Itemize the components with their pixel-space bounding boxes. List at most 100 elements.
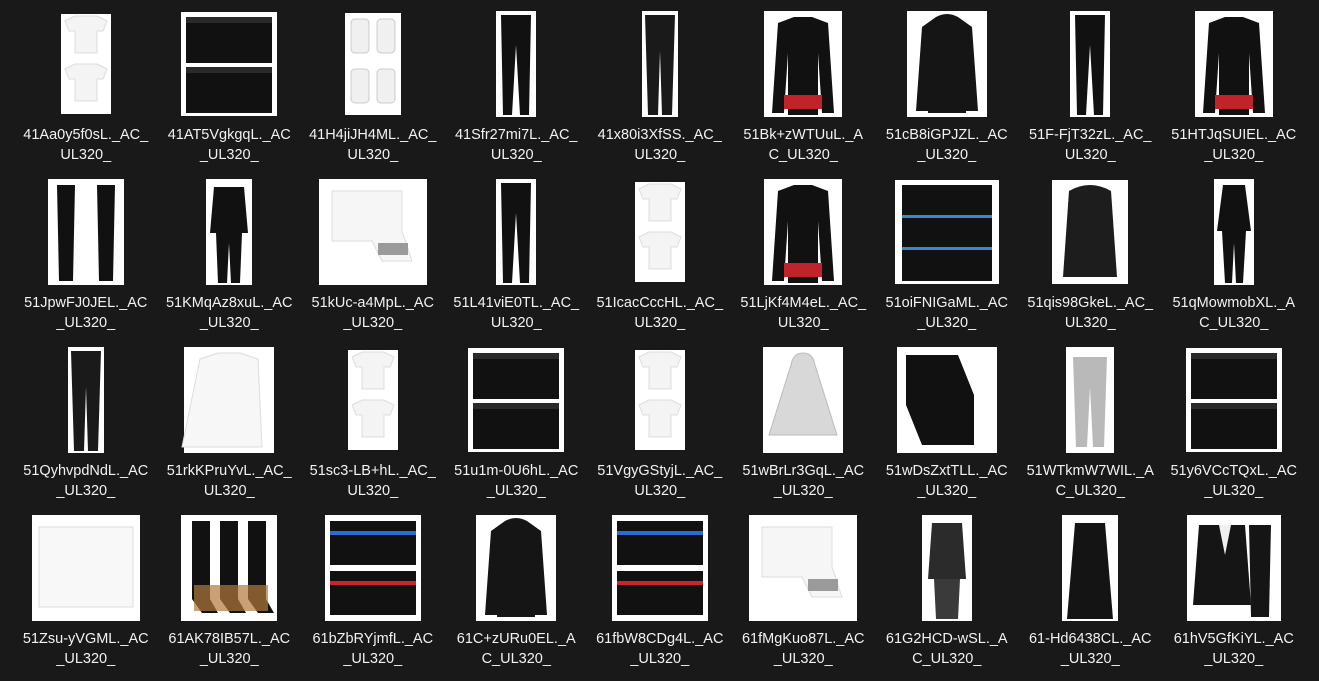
file-item[interactable]: 61G2HCD-wSL._AC_UL320_ [875,510,1019,678]
file-item[interactable]: 61fMgKuo87L._AC_UL320_ [732,510,876,678]
file-name: 51rkKPruYvL._AC_UL320_ [166,463,292,499]
file-item[interactable]: 51LjKf4M4eL._AC_UL320_ [732,174,876,342]
file-item[interactable]: 51qis98GkeL._AC_UL320_ [1019,174,1163,342]
file-thumbnail [318,345,428,455]
file-item[interactable]: 61hV5GfKiYL._AC_UL320_ [1162,510,1306,678]
file-name: 61-Hd6438CL._AC_UL320_ [1028,631,1152,667]
file-item[interactable]: 61C+zURu0EL._AC_UL320_ [445,510,589,678]
file-name: 41Aa0y5f0sL._AC_UL320_ [23,127,149,163]
file-item[interactable]: 51KMqAz8xuL._AC_UL320_ [158,174,302,342]
file-item[interactable]: 51kUc-a4MpL._AC_UL320_ [301,174,445,342]
file-item[interactable]: 41AT5VgkgqL._AC_UL320_ [158,6,302,174]
file-item[interactable]: 51L41viE0TL._AC_UL320_ [445,174,589,342]
file-name: 41H4jiJH4ML._AC_UL320_ [309,127,437,163]
file-thumbnail [1179,177,1289,287]
file-thumbnail [1179,513,1289,623]
file-item[interactable]: 51y6VCcTQxL._AC_UL320_ [1162,342,1306,510]
file-thumbnail [1035,9,1145,119]
file-item[interactable]: 51wDsZxtTLL._AC_UL320_ [875,342,1019,510]
file-name: 51wDsZxtTLL._AC_UL320_ [885,463,1008,499]
file-thumbnail [748,177,858,287]
file-thumbnail [748,345,858,455]
file-item[interactable]: 51QyhvpdNdL._AC_UL320_ [14,342,158,510]
file-name: 61fMgKuo87L._AC_UL320_ [741,631,865,667]
file-name: 41AT5VgkgqL._AC_UL320_ [167,127,291,163]
file-item[interactable]: 51rkKPruYvL._AC_UL320_ [158,342,302,510]
file-item[interactable]: 41H4jiJH4ML._AC_UL320_ [301,6,445,174]
file-thumbnail [605,177,715,287]
file-thumbnail [892,9,1002,119]
file-thumbnail [318,177,428,287]
file-item[interactable]: 51oiFNIGaML._AC_UL320_ [875,174,1019,342]
file-thumbnail [892,345,1002,455]
file-item[interactable]: 51WTkmW7WIL._AC_UL320_ [1019,342,1163,510]
file-name: 51KMqAz8xuL._AC_UL320_ [165,295,293,331]
file-name: 51JpwFJ0JEL._AC_UL320_ [24,295,148,331]
file-thumbnail [461,513,571,623]
file-thumbnail [174,345,284,455]
file-name: 61fbW8CDg4L._AC_UL320_ [596,631,724,667]
file-name: 51wBrLr3GqL._AC_UL320_ [742,463,865,499]
file-thumbnail [174,9,284,119]
file-item[interactable]: 51HTJqSUIEL._AC_UL320_ [1162,6,1306,174]
file-thumbnail [318,513,428,623]
file-item[interactable]: 41x80i3XfSS._AC_UL320_ [588,6,732,174]
file-item[interactable]: 61fbW8CDg4L._AC_UL320_ [588,510,732,678]
file-thumbnail [174,177,284,287]
file-name: 51kUc-a4MpL._AC_UL320_ [311,295,435,331]
file-item[interactable]: 51Zsu-yVGML._AC_UL320_ [14,510,158,678]
file-thumbnail [605,513,715,623]
file-item[interactable]: 51qMowmobXL._AC_UL320_ [1162,174,1306,342]
file-thumbnail [1035,345,1145,455]
file-thumbnail [1035,513,1145,623]
file-thumbnail [892,513,1002,623]
file-item[interactable]: 51wBrLr3GqL._AC_UL320_ [732,342,876,510]
file-name: 51HTJqSUIEL._AC_UL320_ [1171,127,1297,163]
file-thumbnail [31,177,141,287]
file-item[interactable]: 51sc3-LB+hL._AC_UL320_ [301,342,445,510]
file-item[interactable]: 51cB8iGPJZL._AC_UL320_ [875,6,1019,174]
file-item[interactable]: 51Bk+zWTUuL._AC_UL320_ [732,6,876,174]
file-item[interactable]: 61bZbRYjmfL._AC_UL320_ [301,510,445,678]
file-name: 51L41viE0TL._AC_UL320_ [453,295,580,331]
file-thumbnail [892,177,1002,287]
file-name: 61G2HCD-wSL._AC_UL320_ [885,631,1008,667]
file-thumbnail [318,9,428,119]
file-name: 51y6VCcTQxL._AC_UL320_ [1170,463,1298,499]
file-name: 51u1m-0U6hL._AC_UL320_ [454,463,579,499]
file-item[interactable]: 61AK78IB57L._AC_UL320_ [158,510,302,678]
file-name: 41Sfr27mi7L._AC_UL320_ [454,127,578,163]
file-item[interactable]: 51u1m-0U6hL._AC_UL320_ [445,342,589,510]
file-name: 51QyhvpdNdL._AC_UL320_ [23,463,149,499]
file-item[interactable]: 41Aa0y5f0sL._AC_UL320_ [14,6,158,174]
file-name: 61hV5GfKiYL._AC_UL320_ [1173,631,1294,667]
file-thumbnail [31,513,141,623]
file-thumbnail [1179,9,1289,119]
file-thumbnail [461,345,571,455]
file-thumbnail [461,177,571,287]
file-name: 51qMowmobXL._AC_UL320_ [1172,295,1295,331]
file-item[interactable]: 51VgyGStyjL._AC_UL320_ [588,342,732,510]
file-thumbnail [748,9,858,119]
file-thumbnail [748,513,858,623]
file-item[interactable]: 51JpwFJ0JEL._AC_UL320_ [14,174,158,342]
file-thumbnail [31,345,141,455]
file-name: 51IcacCccHL._AC_UL320_ [596,295,724,331]
file-item[interactable]: 41Sfr27mi7L._AC_UL320_ [445,6,589,174]
file-item[interactable]: 51F-FjT32zL._AC_UL320_ [1019,6,1163,174]
file-name: 51LjKf4M4eL._AC_UL320_ [740,295,867,331]
file-name: 51Bk+zWTUuL._AC_UL320_ [743,127,864,163]
file-name: 61bZbRYjmfL._AC_UL320_ [312,631,434,667]
file-thumbnail [1179,345,1289,455]
file-thumbnail [461,9,571,119]
file-name: 51F-FjT32zL._AC_UL320_ [1029,127,1152,163]
file-name: 51VgyGStyjL._AC_UL320_ [597,463,723,499]
file-item[interactable]: 61-Hd6438CL._AC_UL320_ [1019,510,1163,678]
file-name: 61C+zURu0EL._AC_UL320_ [456,631,576,667]
file-thumbnail [605,345,715,455]
file-item[interactable]: 51IcacCccHL._AC_UL320_ [588,174,732,342]
file-name: 51WTkmW7WIL._AC_UL320_ [1026,463,1154,499]
file-thumbnail [174,513,284,623]
file-name: 61AK78IB57L._AC_UL320_ [168,631,291,667]
file-thumbnail [605,9,715,119]
